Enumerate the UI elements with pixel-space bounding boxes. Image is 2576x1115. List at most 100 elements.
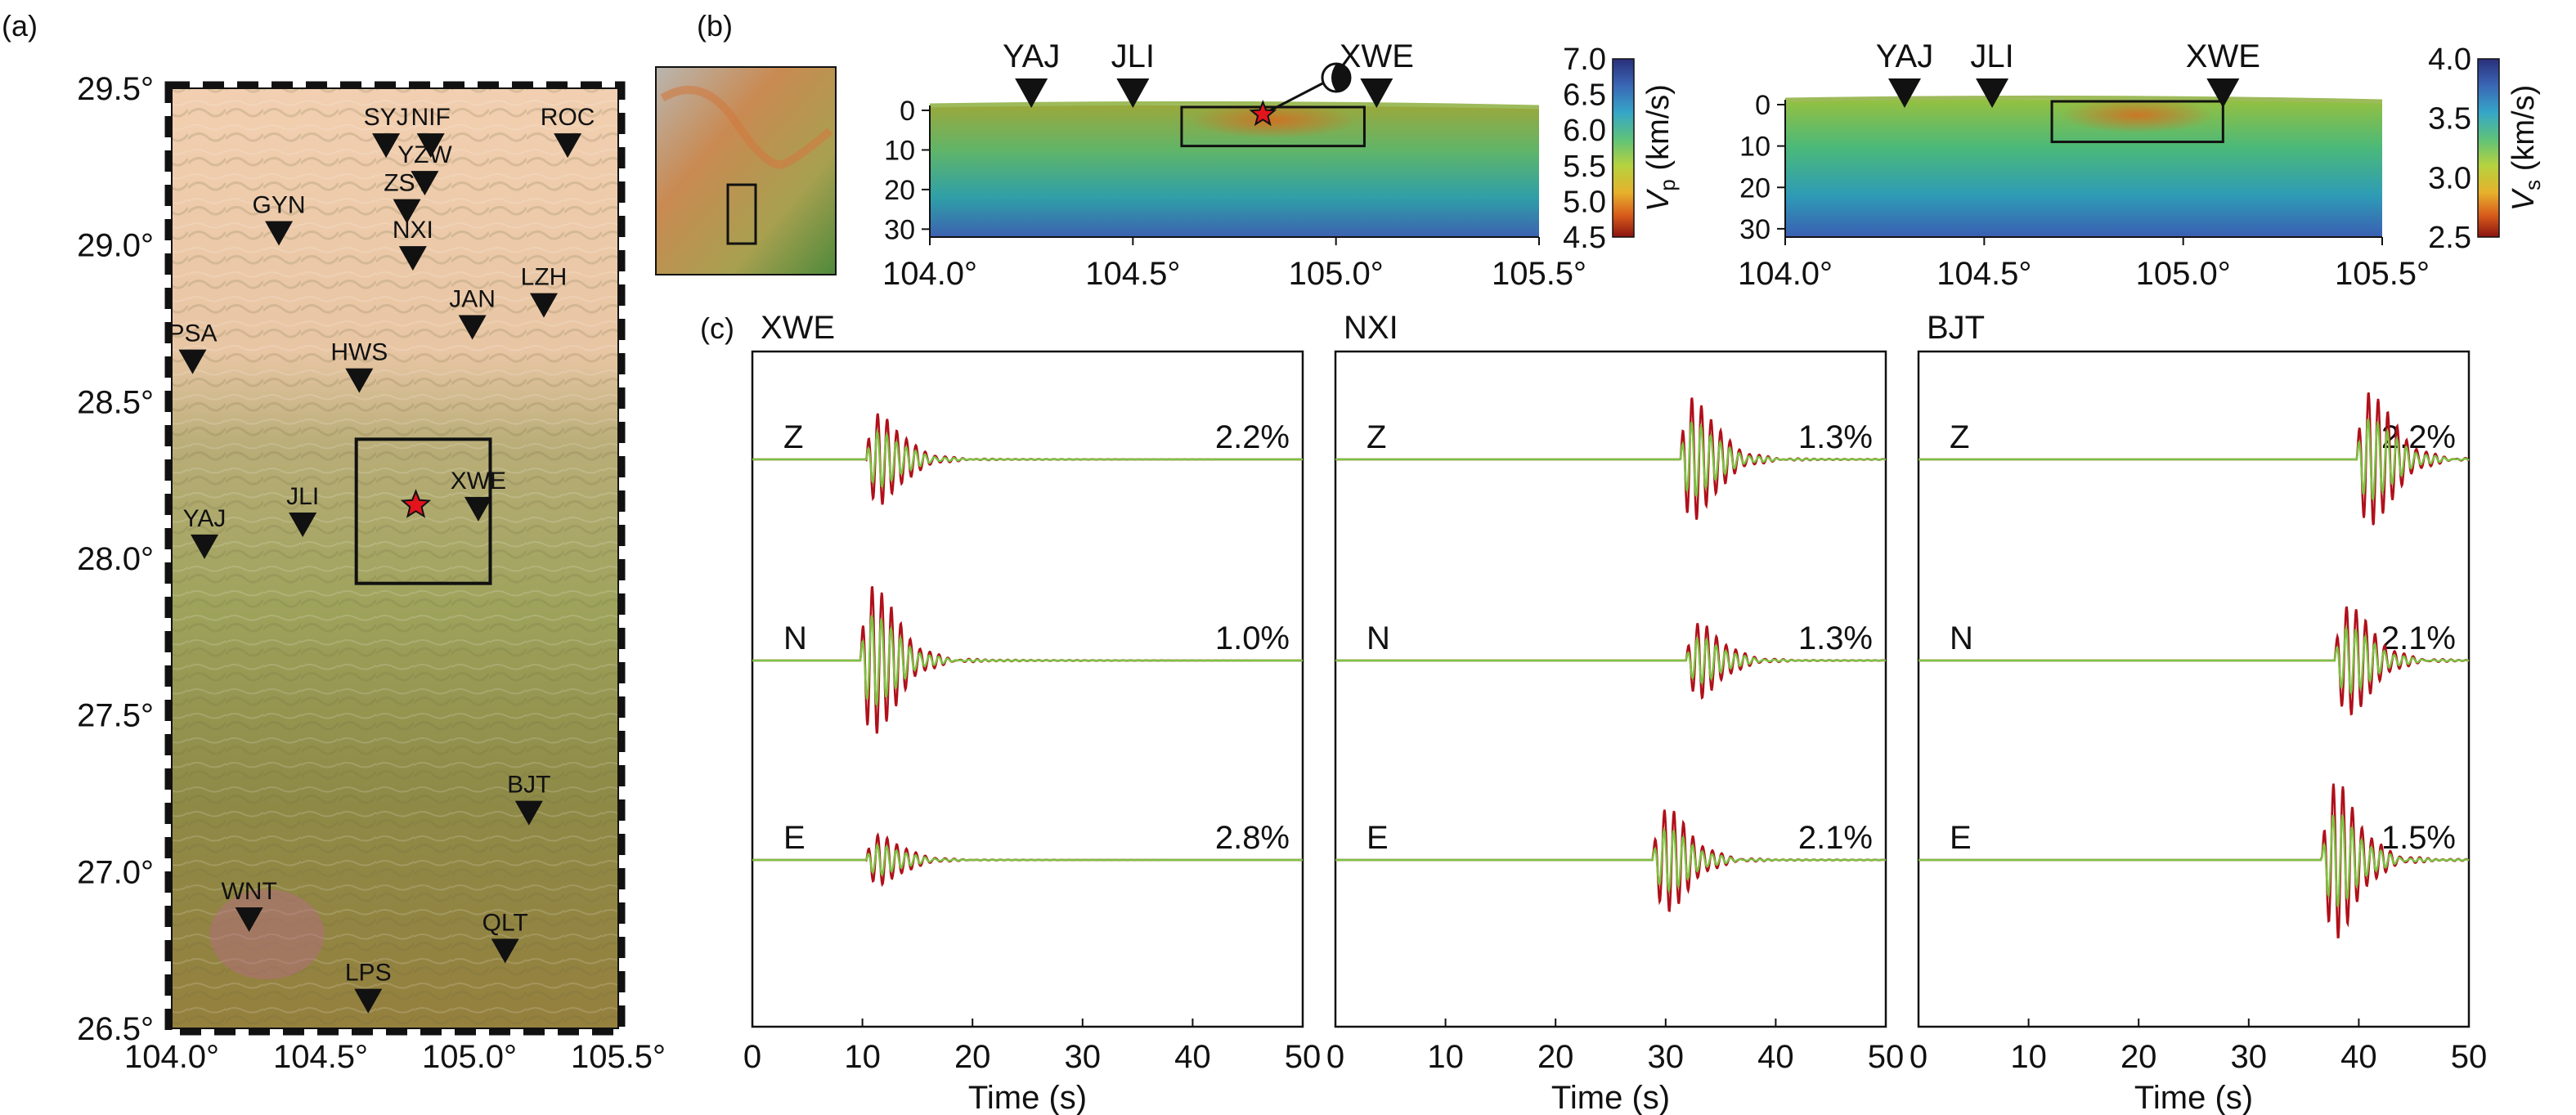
colorbar-vs: [2477, 58, 2500, 238]
station-marker: [393, 199, 421, 224]
component-label: N: [1950, 620, 1973, 656]
colorbar-label-unit: (km/s): [2506, 85, 2541, 180]
map-lat-tick-label: 29.5°: [77, 71, 154, 107]
map-relief: [172, 88, 618, 1028]
station-label: JAN: [449, 286, 496, 313]
section-vp-box: [1180, 105, 1366, 148]
station-label: WNT: [221, 878, 276, 905]
misfit-label: 2.8%: [1215, 820, 1290, 856]
panel-label-b: (b): [697, 9, 733, 43]
component-label: Z: [783, 419, 803, 455]
station-label: XWE: [451, 468, 506, 495]
section-y-tick-label: 0: [1755, 90, 1770, 121]
waveform-station-title: NXI: [1344, 310, 1398, 346]
synthetic-waveform: [1919, 814, 2470, 907]
section-station-label: YAJ: [1003, 38, 1060, 74]
beachball-leader: [1262, 78, 1330, 116]
waveform-x-tick-label: 40: [2340, 1039, 2377, 1075]
inset-relief-line: [660, 86, 833, 169]
waveform-x-tick-label: 10: [844, 1039, 881, 1075]
station-label: SYJ: [364, 104, 409, 131]
waveform-x-tick-label: 10: [2010, 1039, 2047, 1075]
waveform-x-axis-label: Time (s): [968, 1080, 1087, 1115]
misfit-label: 2.1%: [1798, 820, 1873, 856]
section-x-tick-label: 105.5°: [1492, 256, 1586, 292]
synthetic-waveform: [752, 615, 1303, 708]
station-marker: [265, 221, 294, 246]
colorbar-tick-label: 7.0: [1563, 43, 1606, 77]
station-label: YAJ: [183, 505, 227, 532]
section-station-label: JLI: [1111, 38, 1155, 74]
station-marker: [354, 988, 383, 1014]
waveform-x-axis-label: Time (s): [2134, 1080, 2253, 1115]
map-frame-dashes: [164, 81, 626, 1036]
station-marker: [235, 907, 263, 932]
colorbar-tick-label: 5.0: [1563, 185, 1606, 219]
component-label: E: [1950, 820, 1972, 856]
section-y-tick-label: 20: [884, 175, 915, 206]
inset-region-box: [726, 183, 757, 245]
waveform-x-tick-label: 30: [1065, 1039, 1102, 1075]
colorbar-tick-label: 2.5: [2428, 221, 2471, 255]
section-x-tick-label: 104.5°: [1085, 256, 1180, 292]
section-y-tick-label: 30: [1739, 214, 1770, 245]
map-lat-tick-label: 28.0°: [77, 541, 154, 577]
synthetic-waveform: [1919, 419, 2470, 502]
map-lat-tick-label: 29.0°: [77, 228, 154, 264]
station-label: HWS: [330, 339, 388, 366]
misfit-label: 1.5%: [2381, 820, 2456, 856]
section-y-tick-label: 10: [1739, 132, 1770, 163]
beachball-compression: [1331, 64, 1350, 92]
station-marker: [178, 349, 207, 374]
station-marker: [458, 315, 487, 340]
station-label: YZW: [397, 141, 452, 168]
colorbar-vp: [1612, 58, 1635, 238]
map-lon-tick-label: 105.0°: [422, 1039, 517, 1075]
synthetic-waveform: [1919, 624, 2470, 696]
section-station-marker: [1976, 78, 2009, 108]
section-x-tick-label: 104.0°: [882, 256, 977, 292]
section-station-label: YAJ: [1876, 38, 1933, 74]
synthetic-waveform: [1335, 826, 1887, 894]
waveform-x-tick-label: 20: [1537, 1039, 1574, 1075]
section-station-label: XWE: [2186, 38, 2260, 74]
waveform-x-tick-label: 20: [2120, 1039, 2157, 1075]
map-lat-tick-label: 27.5°: [77, 698, 154, 734]
panel-label-a: (a): [2, 9, 38, 43]
station-marker: [530, 293, 558, 318]
section-x-tick-label: 104.5°: [1936, 256, 2031, 292]
station-marker: [398, 246, 427, 271]
section-vs-topography: [1784, 95, 2383, 104]
waveform-x-tick-label: 40: [1174, 1039, 1211, 1075]
section-station-marker: [1360, 78, 1393, 108]
waveform-x-tick-label: 20: [954, 1039, 991, 1075]
inset-frame: [655, 66, 837, 275]
misfit-label: 2.2%: [2381, 419, 2456, 455]
misfit-label: 1.3%: [1798, 419, 1873, 455]
station-marker: [491, 938, 519, 964]
map-lat-tick-label: 28.5°: [77, 384, 154, 420]
component-label: N: [1367, 620, 1390, 656]
colorbar-label-subscript: s: [2520, 180, 2545, 190]
colorbar-label-symbol: V: [2506, 187, 2541, 211]
section-epicenter-star: [1249, 100, 1277, 127]
synthetic-waveform: [752, 428, 1303, 489]
waveform-panel-frame: [1917, 350, 2471, 1028]
component-label: Z: [1950, 419, 1969, 455]
station-label: QLT: [482, 909, 528, 936]
inset-map: [656, 67, 836, 275]
waveform-x-tick-label: 50: [2451, 1039, 2488, 1075]
waveform-x-tick-label: 30: [1648, 1039, 1685, 1075]
station-marker: [416, 133, 445, 159]
colorbar-tick-label: 6.0: [1563, 114, 1606, 148]
map-lon-tick-label: 104.5°: [273, 1039, 368, 1075]
waveform-x-tick-label: 0: [743, 1039, 761, 1075]
colorbar-tick-label: 3.0: [2428, 161, 2471, 195]
section-y-tick-label: 30: [884, 214, 915, 245]
station-marker: [289, 513, 317, 537]
section-x-tick-label: 104.0°: [1738, 256, 1833, 292]
waveform-x-tick-label: 30: [2231, 1039, 2268, 1075]
station-label: NXI: [393, 217, 433, 244]
section-y-tick-label: 0: [900, 96, 915, 127]
station-label: ROC: [541, 104, 595, 131]
